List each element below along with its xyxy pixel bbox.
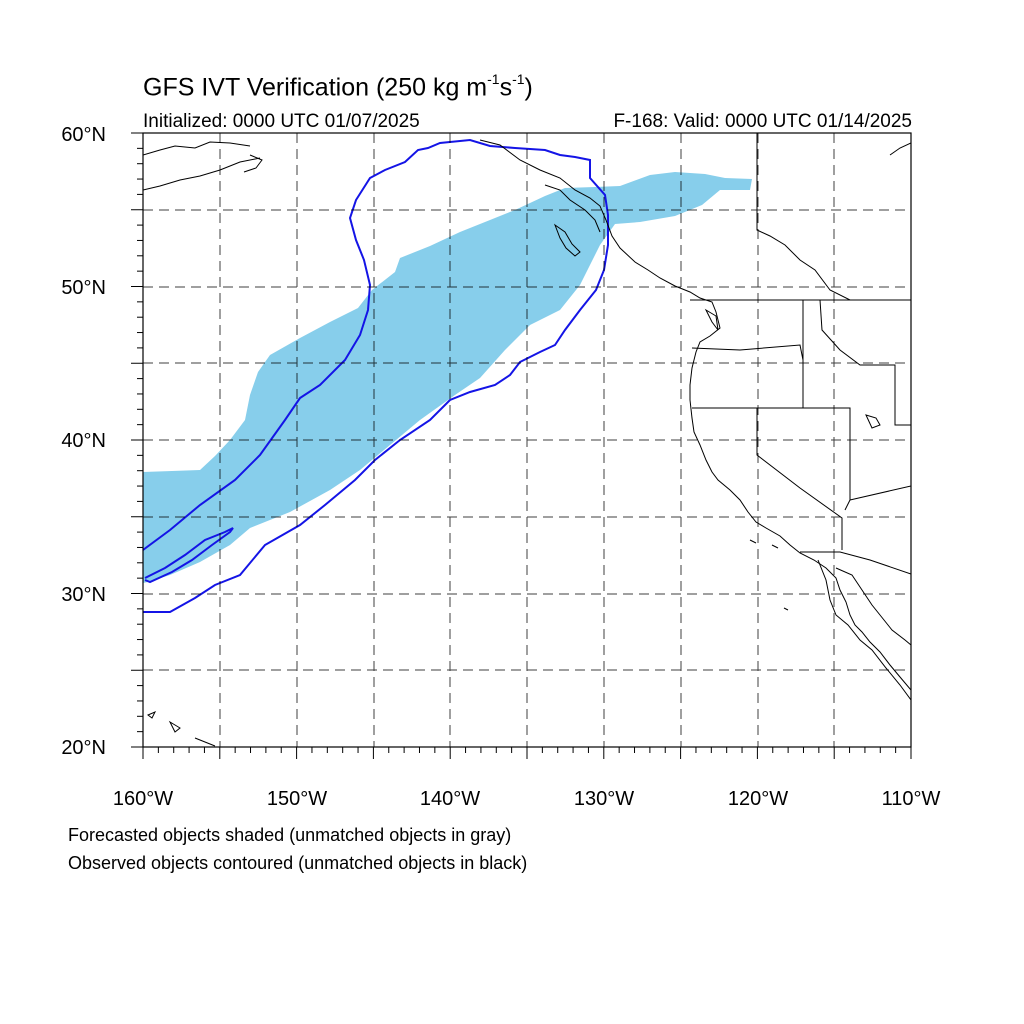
lat-label-20n: 20°N xyxy=(61,737,106,759)
lon-label-110w: 110°W xyxy=(881,788,941,810)
lat-label-30n: 30°N xyxy=(61,584,106,606)
lat-label-60n: 60°N xyxy=(61,124,106,146)
lon-label-130w: 130°W xyxy=(573,788,635,810)
lat-label-40n: 40°N xyxy=(61,430,106,452)
lat-label-50n: 50°N xyxy=(61,277,106,299)
observed-note: Observed objects contoured (unmatched ob… xyxy=(68,853,528,873)
lon-label-120w: 120°W xyxy=(727,788,789,810)
map-title: GFS IVT Verification (250 kg m-1s-1) xyxy=(143,71,533,102)
lon-label-150w: 150°W xyxy=(266,788,328,810)
graticule xyxy=(143,133,911,747)
lon-label-140w: 140°W xyxy=(419,788,481,810)
forecast-object xyxy=(143,172,752,583)
initialized-time: Initialized: 0000 UTC 01/07/2025 xyxy=(143,111,420,132)
state-borders xyxy=(690,133,911,575)
valid-time: F-168: Valid: 0000 UTC 01/14/2025 xyxy=(613,111,912,132)
observed-contour xyxy=(143,138,609,613)
axis-ticks xyxy=(131,132,912,759)
coastlines xyxy=(143,139,911,747)
lon-label-160w: 160°W xyxy=(112,788,174,810)
forecast-note: Forecasted objects shaded (unmatched obj… xyxy=(68,825,512,845)
observed-contour-inner xyxy=(144,527,234,584)
